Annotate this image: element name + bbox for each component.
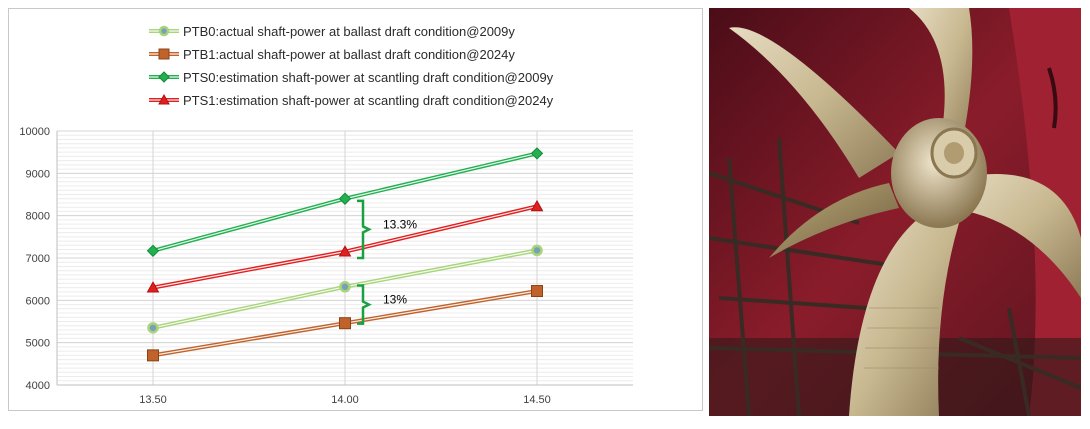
x-tick-label: 13.50 bbox=[139, 394, 167, 406]
annotation-brace bbox=[357, 284, 372, 325]
data-point-diamond bbox=[530, 147, 544, 160]
data-point-square bbox=[147, 349, 159, 362]
data-point-triangle bbox=[158, 93, 170, 105]
data-point-triangle bbox=[146, 281, 160, 293]
x-tick-label: 14.50 bbox=[523, 394, 551, 406]
annotation-label: 13.3% bbox=[383, 217, 417, 231]
series-layer bbox=[146, 147, 544, 362]
chart-panel: 4000 5000 6000 7000 8000 9000 10000 13.50 14.00 1… bbox=[8, 8, 703, 411]
propeller-photo bbox=[709, 8, 1081, 416]
legend-label: PTB0:actual shaft-power at ballast draft… bbox=[183, 24, 515, 39]
legend-item[interactable]: PTB0:actual shaft-power at ballast draft… bbox=[149, 24, 515, 39]
data-point-triangle bbox=[530, 199, 544, 212]
y-tick-label: 5000 bbox=[26, 338, 50, 350]
axes-layer: 4000 5000 6000 7000 8000 9000 10000 13.50 14.00 1… bbox=[19, 126, 633, 406]
data-point-circle bbox=[158, 25, 170, 37]
data-point-square bbox=[339, 317, 351, 330]
x-tick-label: 14.00 bbox=[331, 394, 359, 406]
data-point-square bbox=[158, 48, 170, 60]
grid-layer bbox=[57, 130, 633, 386]
legend-item[interactable]: PTS1:estimation shaft-power at scantling… bbox=[149, 93, 554, 108]
data-point-circle bbox=[531, 244, 543, 257]
y-tick-label: 10000 bbox=[19, 126, 50, 138]
legend-label: PTS0:estimation shaft-power at scantling… bbox=[183, 70, 554, 85]
annotation-layer: 13.3% 13% bbox=[357, 199, 417, 325]
data-point-triangle bbox=[338, 245, 352, 257]
y-tick-label: 7000 bbox=[26, 253, 50, 265]
y-tick-label: 8000 bbox=[26, 211, 50, 223]
y-tick-label: 9000 bbox=[26, 168, 50, 180]
legend-label: PTB1:actual shaft-power at ballast draft… bbox=[183, 47, 515, 62]
data-point-circle bbox=[339, 281, 351, 293]
data-point-diamond bbox=[338, 192, 352, 205]
annotation-label: 13% bbox=[383, 293, 407, 307]
data-point-diamond bbox=[158, 71, 170, 83]
y-tick-label: 4000 bbox=[26, 380, 50, 392]
line-chart: 4000 5000 6000 7000 8000 9000 10000 13.50 14.00 1… bbox=[19, 24, 633, 406]
y-tick-label: 6000 bbox=[26, 295, 50, 307]
annotation-brace bbox=[357, 199, 372, 260]
legend-item[interactable]: PTS0:estimation shaft-power at scantling… bbox=[149, 70, 554, 85]
data-point-circle bbox=[147, 322, 159, 334]
legend[interactable]: PTB0:actual shaft-power at ballast draft… bbox=[149, 24, 554, 108]
legend-item[interactable]: PTB1:actual shaft-power at ballast draft… bbox=[149, 47, 515, 62]
legend-label: PTS1:estimation shaft-power at scantling… bbox=[183, 93, 554, 108]
data-point-diamond bbox=[146, 244, 160, 258]
data-point-square bbox=[531, 285, 543, 298]
